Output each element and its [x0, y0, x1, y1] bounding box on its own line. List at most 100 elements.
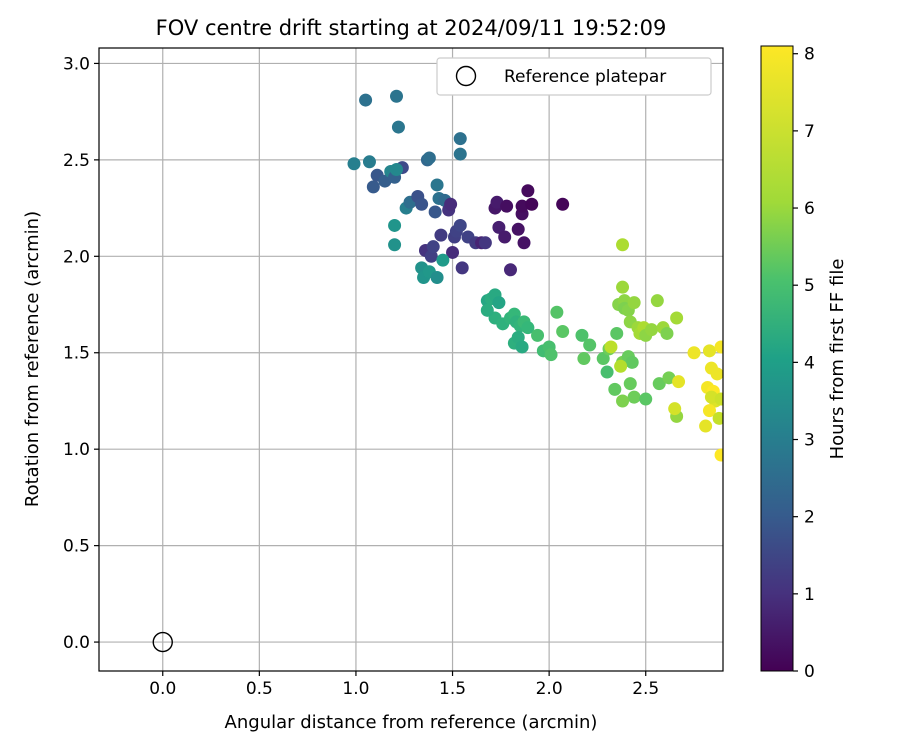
y-tick-label: 0.5 [63, 537, 90, 557]
data-point [712, 411, 723, 425]
legend: Reference platepar [436, 57, 712, 96]
colorbar-tick-label: 6 [804, 199, 815, 219]
legend-box [436, 57, 712, 96]
data-point [704, 390, 718, 404]
y-tick-label: 2.0 [63, 247, 90, 267]
data-point [699, 419, 713, 433]
data-point [645, 323, 659, 337]
data-point [556, 197, 570, 211]
data-point [577, 352, 591, 366]
data-point [521, 321, 535, 335]
data-point [492, 220, 506, 234]
data-point [600, 365, 614, 379]
data-point [511, 222, 525, 236]
reference-platepar-marker [152, 631, 173, 653]
data-point [455, 261, 469, 275]
data-point [525, 197, 539, 211]
data-point [627, 296, 641, 310]
data-point [492, 296, 506, 310]
data-point [672, 375, 686, 389]
data-point [444, 197, 458, 211]
data-point [366, 180, 380, 194]
colorbar: 0 1 2 3 4 5 6 7 8 Hours from first FF file [760, 45, 848, 682]
data-point [388, 218, 402, 232]
data-point [515, 340, 529, 354]
data-point [498, 230, 512, 244]
data-point [550, 305, 564, 319]
legend-marker [455, 65, 477, 87]
data-point [517, 236, 531, 250]
data-point [616, 238, 630, 252]
data-point [390, 163, 404, 177]
data-point [702, 344, 716, 358]
scatter-points [347, 89, 723, 462]
data-point [521, 184, 535, 198]
reference-marker-group [152, 631, 173, 653]
data-point [714, 448, 723, 462]
data-point [415, 197, 429, 211]
colorbar-tick-label: 3 [804, 431, 815, 451]
y-tick-label: 1.0 [63, 440, 90, 460]
data-point [544, 348, 558, 362]
data-point [625, 355, 639, 369]
x-tick-label: 0.0 [149, 679, 176, 699]
data-point [446, 245, 460, 259]
data-point [608, 382, 622, 396]
colorbar-tick-label: 0 [804, 662, 815, 682]
data-point [531, 328, 545, 342]
y-axis-ticks: 0.0 0.5 1.0 1.5 2.0 2.5 3.0 [63, 54, 99, 653]
data-point [714, 392, 723, 406]
chart-title: FOV centre drift starting at 2024/09/11 … [156, 16, 667, 40]
y-tick-label: 0.0 [63, 633, 90, 653]
y-axis-label: Rotation from reference (arcmin) [22, 211, 43, 507]
data-point [390, 89, 404, 103]
data-point [627, 390, 641, 404]
colorbar-label: Hours from first FF file [827, 259, 848, 460]
data-point [453, 218, 467, 232]
data-point [453, 147, 467, 161]
data-point [614, 359, 628, 373]
data-point [710, 367, 723, 381]
data-point [362, 155, 376, 169]
data-point [430, 178, 444, 192]
data-point [670, 311, 684, 325]
data-point [702, 404, 716, 418]
data-point [391, 120, 405, 134]
data-point [436, 253, 450, 267]
x-axis-ticks: 0.0 0.5 1.0 1.5 2.0 2.5 [149, 671, 659, 699]
data-point [652, 377, 666, 391]
data-point [616, 394, 630, 408]
data-point [426, 240, 440, 254]
data-point [639, 392, 653, 406]
data-point [616, 280, 630, 294]
data-point [687, 346, 701, 360]
data-point [668, 402, 682, 416]
colorbar-tick-label: 2 [804, 508, 815, 528]
colorbar-tick-label: 4 [804, 353, 815, 373]
y-tick-label: 1.5 [63, 344, 90, 364]
data-point [500, 199, 514, 213]
colorbar-tick-label: 7 [804, 122, 815, 142]
x-tick-label: 1.5 [439, 679, 466, 699]
data-point [714, 340, 723, 354]
data-point [623, 377, 637, 391]
colorbar-tick-label: 1 [804, 585, 815, 605]
x-tick-label: 1.0 [342, 679, 369, 699]
plot-frame [98, 47, 724, 672]
data-point [596, 352, 610, 366]
data-point [515, 199, 529, 213]
data-point [610, 326, 624, 340]
data-point [424, 249, 438, 263]
data-point [453, 132, 467, 146]
data-point [650, 294, 664, 308]
colorbar-tick-label: 5 [804, 276, 815, 296]
data-point [575, 328, 589, 342]
data-point [359, 93, 373, 107]
y-tick-label: 2.5 [63, 151, 90, 171]
data-point [478, 236, 492, 250]
data-point [583, 338, 597, 352]
data-point [428, 205, 442, 219]
data-point [480, 303, 494, 317]
x-tick-label: 2.5 [632, 679, 659, 699]
